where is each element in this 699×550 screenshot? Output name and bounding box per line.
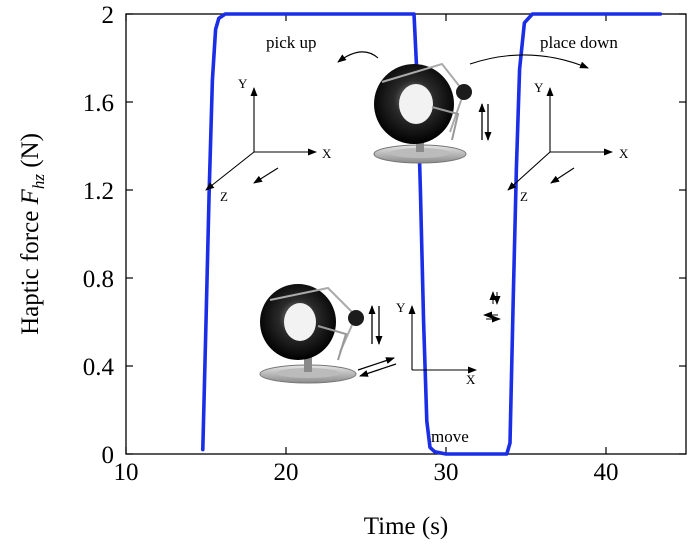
pick-up-curved-arrow (337, 51, 379, 63)
x-tick-label: 10 (114, 459, 139, 486)
y-axis-label-unit: (N) (17, 133, 44, 174)
x-tick-label: 40 (594, 459, 619, 486)
y-axis-label-subscript: hz (29, 174, 48, 190)
y-axis-label-prefix: Haptic force (17, 204, 44, 334)
y-tick-label: 1.2 (83, 178, 114, 205)
frame-upper-left-x: X (322, 146, 332, 161)
coordinate-frame-upper-left: Y X Z (205, 76, 332, 204)
y-tick-label: 0.8 (83, 266, 114, 293)
series-line-0 (201, 12, 663, 456)
annotation-move: move (431, 427, 469, 446)
small-double-arrows (483, 291, 501, 323)
frame-upper-left-z: Z (220, 189, 228, 204)
diagonal-double-arrow-lower (357, 357, 397, 377)
frame-upper-left-y: Y (238, 76, 248, 91)
x-tick-label: 30 (434, 459, 459, 486)
y-tick-label: 0.4 (83, 354, 115, 381)
x-tick-label: 20 (274, 459, 299, 486)
y-axis-label: Haptic force Fhz (N) (17, 133, 48, 335)
frame-upper-right-z: Z (520, 189, 528, 204)
place-down-curved-arrow (469, 54, 589, 69)
vertical-double-arrow-upper (478, 103, 492, 141)
haptic-device-icon-upper (373, 62, 472, 164)
frame-upper-right-y: Y (534, 80, 544, 95)
frame-lower-x: X (466, 372, 476, 387)
y-tick-label: 0 (102, 442, 115, 469)
x-axis-label: Time (s) (364, 513, 449, 540)
frame-lower-y: Y (396, 300, 406, 315)
y-tick-label: 1.6 (83, 90, 114, 117)
vertical-double-arrow-lower (368, 305, 383, 345)
series-layer (201, 12, 663, 456)
frame-upper-right-x: X (619, 146, 629, 161)
haptic-device-icon-lower (259, 284, 364, 384)
coordinate-frame-lower: Y X (396, 300, 477, 387)
annotation-pick-up: pick up (266, 33, 317, 52)
annotation-place-down: place down (540, 33, 618, 52)
y-axis-label-symbol: F (17, 188, 44, 205)
axis-ticks: 10 20 30 40 0 0.4 0.8 1.2 1.6 2 (83, 2, 686, 486)
coordinate-frame-upper-right: Y X Z (507, 80, 629, 204)
y-tick-label: 2 (102, 2, 115, 29)
